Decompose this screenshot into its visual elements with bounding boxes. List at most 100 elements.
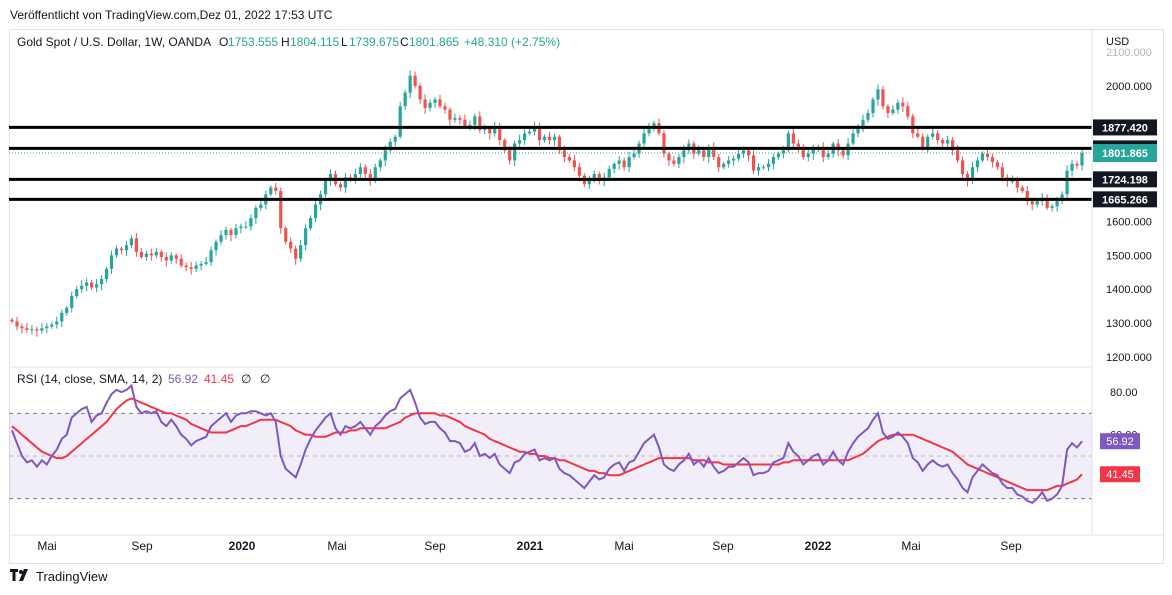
rsi-sma-value-tag	[1100, 466, 1140, 483]
candle-body	[274, 187, 278, 191]
price-tick-label: 2100.000	[1106, 47, 1152, 59]
candle-body	[363, 167, 367, 174]
candle-body	[65, 307, 69, 313]
candle-body	[60, 312, 64, 322]
candle-body	[55, 321, 59, 325]
last-price-tag	[1093, 144, 1157, 163]
candle-body	[717, 157, 721, 168]
candle-body	[786, 133, 790, 151]
candle-body	[463, 119, 467, 127]
candle-body	[104, 268, 109, 280]
candle-body	[960, 160, 965, 174]
time-tick-label: 2022	[805, 539, 832, 553]
candle-body	[990, 157, 995, 163]
candle-body	[722, 163, 726, 168]
candle-body	[473, 116, 477, 125]
last-price-label: 1801.865	[1102, 148, 1148, 160]
candle-body	[562, 150, 567, 158]
candle-body	[667, 153, 671, 161]
candle-body	[338, 184, 343, 188]
candle-body	[1075, 163, 1079, 166]
candle-body	[896, 102, 900, 110]
rsi-series	[11, 383, 1083, 505]
rsi-sma-value-tag-label: 41.45	[1106, 469, 1134, 481]
rsi-value-tag-label: 56.92	[1106, 436, 1134, 448]
ohlc-high-value: 1804.115	[290, 35, 339, 49]
candle-body	[702, 150, 706, 158]
level-price-label: 1877.420	[1102, 122, 1148, 134]
candle-body	[1055, 201, 1059, 207]
candle-body	[527, 131, 532, 134]
price-axis[interactable]: 1200.000 1300.000 1400.000 1500.000 1600.000…	[1100, 47, 1152, 483]
candle-body	[353, 174, 357, 180]
candle-body	[687, 143, 691, 151]
rsi-legend-na-1: ∅	[241, 372, 251, 386]
rsi-sma-legend-value: 41.45	[204, 372, 234, 386]
candle-body	[567, 157, 571, 161]
candle-body	[891, 109, 895, 113]
candle-body	[328, 174, 333, 181]
candle-body	[164, 257, 168, 261]
candle-body	[358, 167, 362, 174]
candle-body	[309, 218, 313, 229]
candle-body	[662, 133, 666, 154]
candle-body	[886, 106, 890, 113]
ohlc-close-label: C	[400, 35, 409, 49]
ohlc-open-value: 1753.555	[228, 35, 278, 49]
candle-body	[498, 126, 502, 141]
candle-body	[806, 153, 810, 158]
candle-body	[821, 146, 825, 158]
candle-body	[408, 75, 412, 93]
candle-body	[737, 153, 741, 159]
rsi-legend-title[interactable]: RSI (14, close, SMA, 14, 2)	[17, 372, 162, 386]
candle-body	[323, 180, 328, 195]
candle-body	[254, 207, 258, 219]
candle-body	[493, 126, 497, 134]
candle-body	[438, 99, 442, 107]
level-price-label: 1724.198	[1102, 174, 1148, 186]
candle-body	[552, 136, 557, 141]
candle-body	[304, 228, 308, 246]
time-axis[interactable]: Mai Sep 2020 Mai Sep 2021 Mai Sep 2022 Mai Sep	[37, 539, 1022, 553]
candle-body	[597, 174, 601, 181]
candle-body	[433, 99, 437, 103]
time-tick-label: Sep	[131, 539, 153, 553]
candle-body	[771, 157, 776, 164]
candle-body	[931, 133, 935, 137]
candle-body	[294, 248, 298, 259]
candle-body	[627, 157, 631, 168]
candle-body	[607, 168, 611, 178]
candle-body	[124, 245, 129, 251]
candle-body	[448, 109, 452, 120]
candle-body	[756, 167, 761, 171]
candle-body	[45, 326, 49, 329]
candle-body	[622, 160, 626, 168]
candle-body	[921, 136, 925, 147]
candle-body	[403, 92, 407, 107]
candle-body	[647, 126, 651, 134]
time-tick-label: Mai	[614, 539, 633, 553]
candle-body	[109, 255, 114, 269]
time-tick-label: Sep	[424, 539, 446, 553]
candle-body	[299, 245, 303, 259]
price-tick-label: 1500.000	[1106, 250, 1152, 262]
candle-body	[368, 174, 372, 181]
symbol-label[interactable]: Gold Spot / U.S. Dollar, 1W, OANDA	[17, 35, 211, 49]
ohlc-low-value: 1739.675	[349, 35, 399, 49]
candle-body	[911, 116, 915, 134]
level-price-tag	[1093, 119, 1157, 136]
candle-body	[10, 319, 14, 322]
footer[interactable]: TradingView	[10, 569, 108, 584]
candle-body	[239, 226, 243, 229]
candle-body	[1070, 163, 1074, 171]
candle-body	[751, 155, 756, 171]
candle-body	[776, 153, 781, 158]
candle-body	[876, 89, 880, 100]
candle-body	[90, 282, 94, 288]
candle-body	[134, 238, 139, 252]
candle-body	[547, 136, 552, 141]
candlestick-series	[10, 70, 1084, 337]
candle-body	[413, 75, 417, 86]
